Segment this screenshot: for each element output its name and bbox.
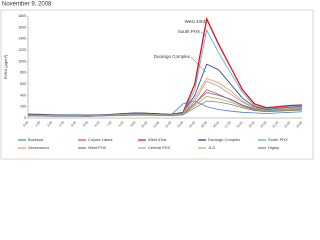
x-tick-label: 20:00 [259, 120, 267, 128]
legend-label: West 43rd [148, 137, 166, 142]
data-line [28, 100, 303, 117]
x-tick-label: 8:00 [118, 120, 125, 127]
annotation-arrow [200, 31, 206, 37]
x-tick-label: 3:00 [58, 120, 65, 127]
annotation-arrow [190, 56, 206, 73]
legend-label: South PHX [268, 137, 288, 142]
y-tick-label: 1400 [18, 37, 26, 41]
y-tick-label: 1200 [18, 48, 26, 52]
data-line [27, 89, 303, 117]
x-tick-label: 2:00 [46, 120, 53, 127]
y-tick-label: 1600 [18, 25, 26, 29]
chart: November 9, 2008 PM10 (µg/m³) 0 200 400 600… [0, 2, 314, 160]
data-line [28, 92, 303, 117]
x-tick-label: 21:00 [271, 120, 279, 128]
x-tick-label: 15:00 [200, 120, 208, 128]
data-line [28, 28, 303, 117]
x-tick-label: 12:00 [164, 120, 172, 128]
x-tick-label: 17:00 [224, 120, 232, 128]
y-axis-label: PM10 (µg/m³) [3, 54, 8, 79]
x-tick-label: 14:00 [188, 120, 196, 128]
y-tick-label: 400 [20, 93, 26, 97]
x-tick-label: 5:00 [82, 120, 89, 127]
x-tick-label: 16:00 [212, 120, 220, 128]
data-line [27, 16, 303, 117]
legend-label: Buckeye [28, 137, 44, 142]
x-tick-label: 7:00 [106, 120, 113, 127]
y-tick-label: 0 [24, 116, 26, 120]
y-tick-label: 1000 [18, 59, 26, 63]
y-tick-label: 600 [20, 82, 26, 86]
y-tick-label: 1800 [18, 14, 26, 18]
x-tick-label: 1:00 [34, 120, 41, 127]
x-tick-label: 22:00 [283, 120, 291, 128]
x-tick-label: 0:00 [22, 120, 29, 127]
chart-frame [0, 9, 314, 160]
x-tick-label: 11:00 [152, 120, 160, 128]
x-tick-label: 9:00 [130, 120, 137, 127]
x-tick-label: 10:00 [140, 120, 148, 128]
annotation: South PHX [178, 29, 200, 34]
x-tick-label: 6:00 [94, 120, 101, 127]
x-tick-label: 23:00 [295, 120, 303, 128]
annotation: West 43rd [185, 19, 206, 24]
legend-label: JLG [208, 145, 215, 150]
data-line [27, 63, 303, 116]
x-tick-label: 13:00 [176, 120, 184, 128]
x-tick-label: 4:00 [70, 120, 77, 127]
legend-label: Higley [268, 145, 279, 150]
y-tick-label: 800 [20, 71, 26, 75]
y-tick-label: 200 [20, 105, 26, 109]
x-tick-label: 19:00 [247, 120, 255, 128]
chart-title: November 9, 2008 [2, 2, 52, 8]
x-tick-label: 18:00 [236, 120, 244, 128]
legend-label: Central PHX [148, 145, 171, 150]
legend-label: Coyote Lakes [88, 137, 112, 142]
annotation: Durango Complex [154, 54, 191, 59]
legend-label: West PHX [88, 145, 107, 150]
legend-label: Greenwood [28, 145, 49, 150]
legend-label: Durango Complex [208, 137, 240, 142]
